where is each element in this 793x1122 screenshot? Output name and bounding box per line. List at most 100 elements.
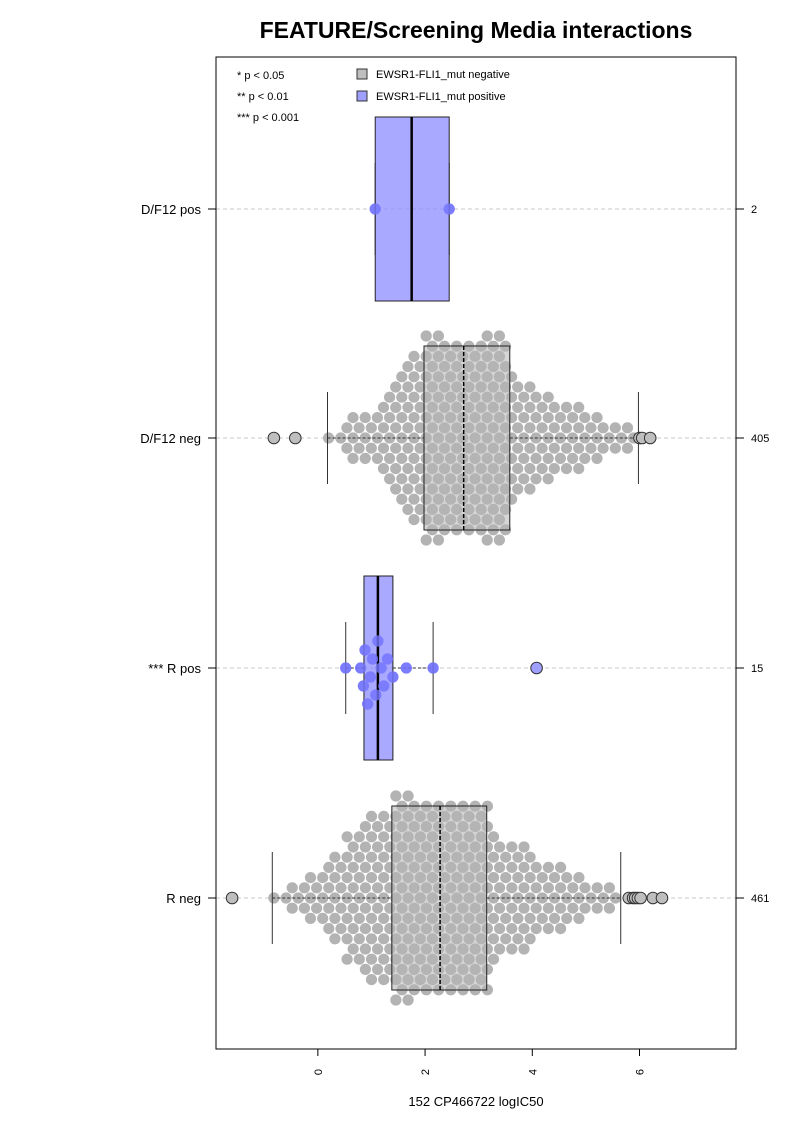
- group-r-neg-point: [304, 892, 317, 904]
- group-r-neg-point: [323, 861, 335, 874]
- group-d-f12-neg-point: [396, 371, 408, 383]
- group-d-f12-neg-point: [402, 483, 414, 495]
- group-r-neg-point: [372, 882, 384, 894]
- group-r-neg-point: [323, 882, 335, 894]
- group-d-f12-neg-point: [402, 463, 414, 475]
- group-r-neg-point: [359, 882, 371, 894]
- group-d-f12-neg-point: [567, 452, 579, 464]
- group-d-f12-neg-point: [384, 452, 396, 464]
- group-d-f12-neg-point: [408, 493, 420, 505]
- legend: * p < 0.05 ** p < 0.01 *** p < 0.001 EWSR1-…: [237, 68, 510, 124]
- group-d-f12-neg-point: [390, 422, 402, 434]
- x-tick-label: 2: [420, 1069, 432, 1075]
- group-r-neg-point: [286, 902, 298, 914]
- group-r-neg-point: [298, 882, 310, 894]
- group-r-neg-point: [341, 872, 353, 884]
- group-d-f12-neg-point: [554, 452, 567, 464]
- group-d-f12-neg-point: [573, 422, 585, 434]
- group-r-neg-point: [548, 912, 561, 925]
- group-r-neg-point: [579, 902, 591, 914]
- group-d-f12-neg-point: [390, 442, 402, 454]
- group-r-neg-point: [347, 882, 359, 894]
- group-r-neg-point: [573, 872, 585, 884]
- group-d-f12-neg-point: [548, 442, 560, 454]
- x-tick-label: 6: [635, 1069, 647, 1075]
- group-r-neg-point: [353, 872, 365, 884]
- group-d-f12-neg-box: [423, 345, 511, 531]
- group-r-neg-point: [353, 851, 365, 863]
- group-d-f12-neg-point: [518, 473, 530, 485]
- plot-frame: [215, 56, 737, 1050]
- group-r-neg-point: [500, 872, 512, 884]
- group-d-f12-neg-point: [408, 412, 420, 424]
- group-r-neg-point: [323, 923, 335, 935]
- group-r-neg-point: [567, 902, 579, 914]
- group-d-f12-neg-point: [518, 452, 530, 464]
- group-d-f12-neg-point: [402, 401, 414, 413]
- group-d-f12-neg-point: [341, 422, 353, 434]
- group-r-neg-point: [353, 933, 365, 945]
- group-d-f12-neg-point: [530, 452, 542, 464]
- group-d-f12-neg-point: [390, 483, 402, 495]
- group-r-neg-point: [561, 872, 573, 884]
- group-d-f12-neg-point: [414, 503, 426, 515]
- group-d-f12-neg-point: [341, 442, 353, 454]
- group-r-neg-point: [494, 923, 506, 935]
- group-label-d-f12-pos: D/F12 pos: [141, 202, 201, 217]
- group-r-neg-point: [329, 933, 341, 945]
- group-r-neg-point: [365, 912, 378, 925]
- group-r-neg-point: [359, 841, 371, 853]
- group-r-neg-point: [378, 933, 390, 945]
- group-r-neg-point: [378, 810, 390, 823]
- group-r-pos-point: [355, 662, 367, 674]
- group-d-f12-neg-point: [560, 463, 573, 475]
- x-axis-label: 152 CP466722 logIC50: [408, 1094, 543, 1109]
- group-r-neg-point: [311, 882, 323, 894]
- group-d-f12-neg-point: [530, 412, 542, 424]
- group-r-neg-point: [402, 994, 414, 1006]
- group-d-f12-neg-point: [518, 412, 530, 424]
- group-r-neg-point: [518, 882, 530, 894]
- group-r-neg-point: [280, 892, 292, 904]
- group-r-pos-point: [372, 635, 384, 647]
- group-label-r-pos: *** R pos: [148, 661, 201, 676]
- group-r-neg-point: [304, 872, 317, 884]
- group-d-f12-neg-point: [512, 463, 524, 475]
- group-d-f12-neg-point: [396, 493, 408, 505]
- group-r-neg-point: [329, 912, 341, 925]
- group-d-f12-neg-point: [560, 401, 573, 413]
- group-d-f12-neg-point: [408, 371, 420, 383]
- group-r-neg-outlier: [634, 891, 647, 905]
- group-d-f12-neg-point: [396, 452, 408, 464]
- group-r-pos-point: [340, 662, 352, 674]
- group-d-f12-neg-point: [512, 483, 524, 495]
- group-d-f12-neg-point: [335, 432, 347, 444]
- group-r-neg-point: [536, 912, 548, 925]
- group-r-neg-point: [487, 831, 500, 843]
- group-d-f12-neg-point: [597, 422, 609, 434]
- group-d-f12-neg-point: [402, 442, 414, 454]
- group-r-neg-point: [359, 923, 371, 935]
- group-r-neg-point: [286, 882, 298, 894]
- group-r-neg-point: [335, 882, 347, 894]
- group-r-neg-point: [506, 943, 518, 955]
- group-d-f12-neg-point: [621, 422, 634, 434]
- group-r-neg-point: [524, 933, 536, 945]
- x-tick-label: 4: [527, 1069, 539, 1075]
- group-r-pos-point: [387, 671, 399, 683]
- group-r-neg-point: [603, 882, 616, 894]
- group-d-f12-neg-point: [402, 503, 414, 515]
- group-d-f12-neg-point: [359, 452, 371, 464]
- group-d-f12-neg-point: [597, 442, 609, 454]
- group-d-f12-neg-point: [585, 422, 597, 434]
- group-r-neg-point: [311, 902, 323, 914]
- group-r-neg-point: [555, 882, 567, 894]
- group-d-f12-neg-point: [579, 412, 591, 424]
- group-d-f12-neg-point: [542, 473, 554, 485]
- group-r-neg-point: [494, 943, 506, 955]
- group-r-neg-point: [304, 912, 317, 925]
- group-r-neg-point: [365, 831, 378, 843]
- group-labels: D/F12 pos 2 D/F12 neg 405 *** R pos 15 R neg 46…: [140, 202, 769, 906]
- group-d-f12-neg-point: [414, 401, 426, 413]
- group-r-neg-point: [329, 851, 341, 863]
